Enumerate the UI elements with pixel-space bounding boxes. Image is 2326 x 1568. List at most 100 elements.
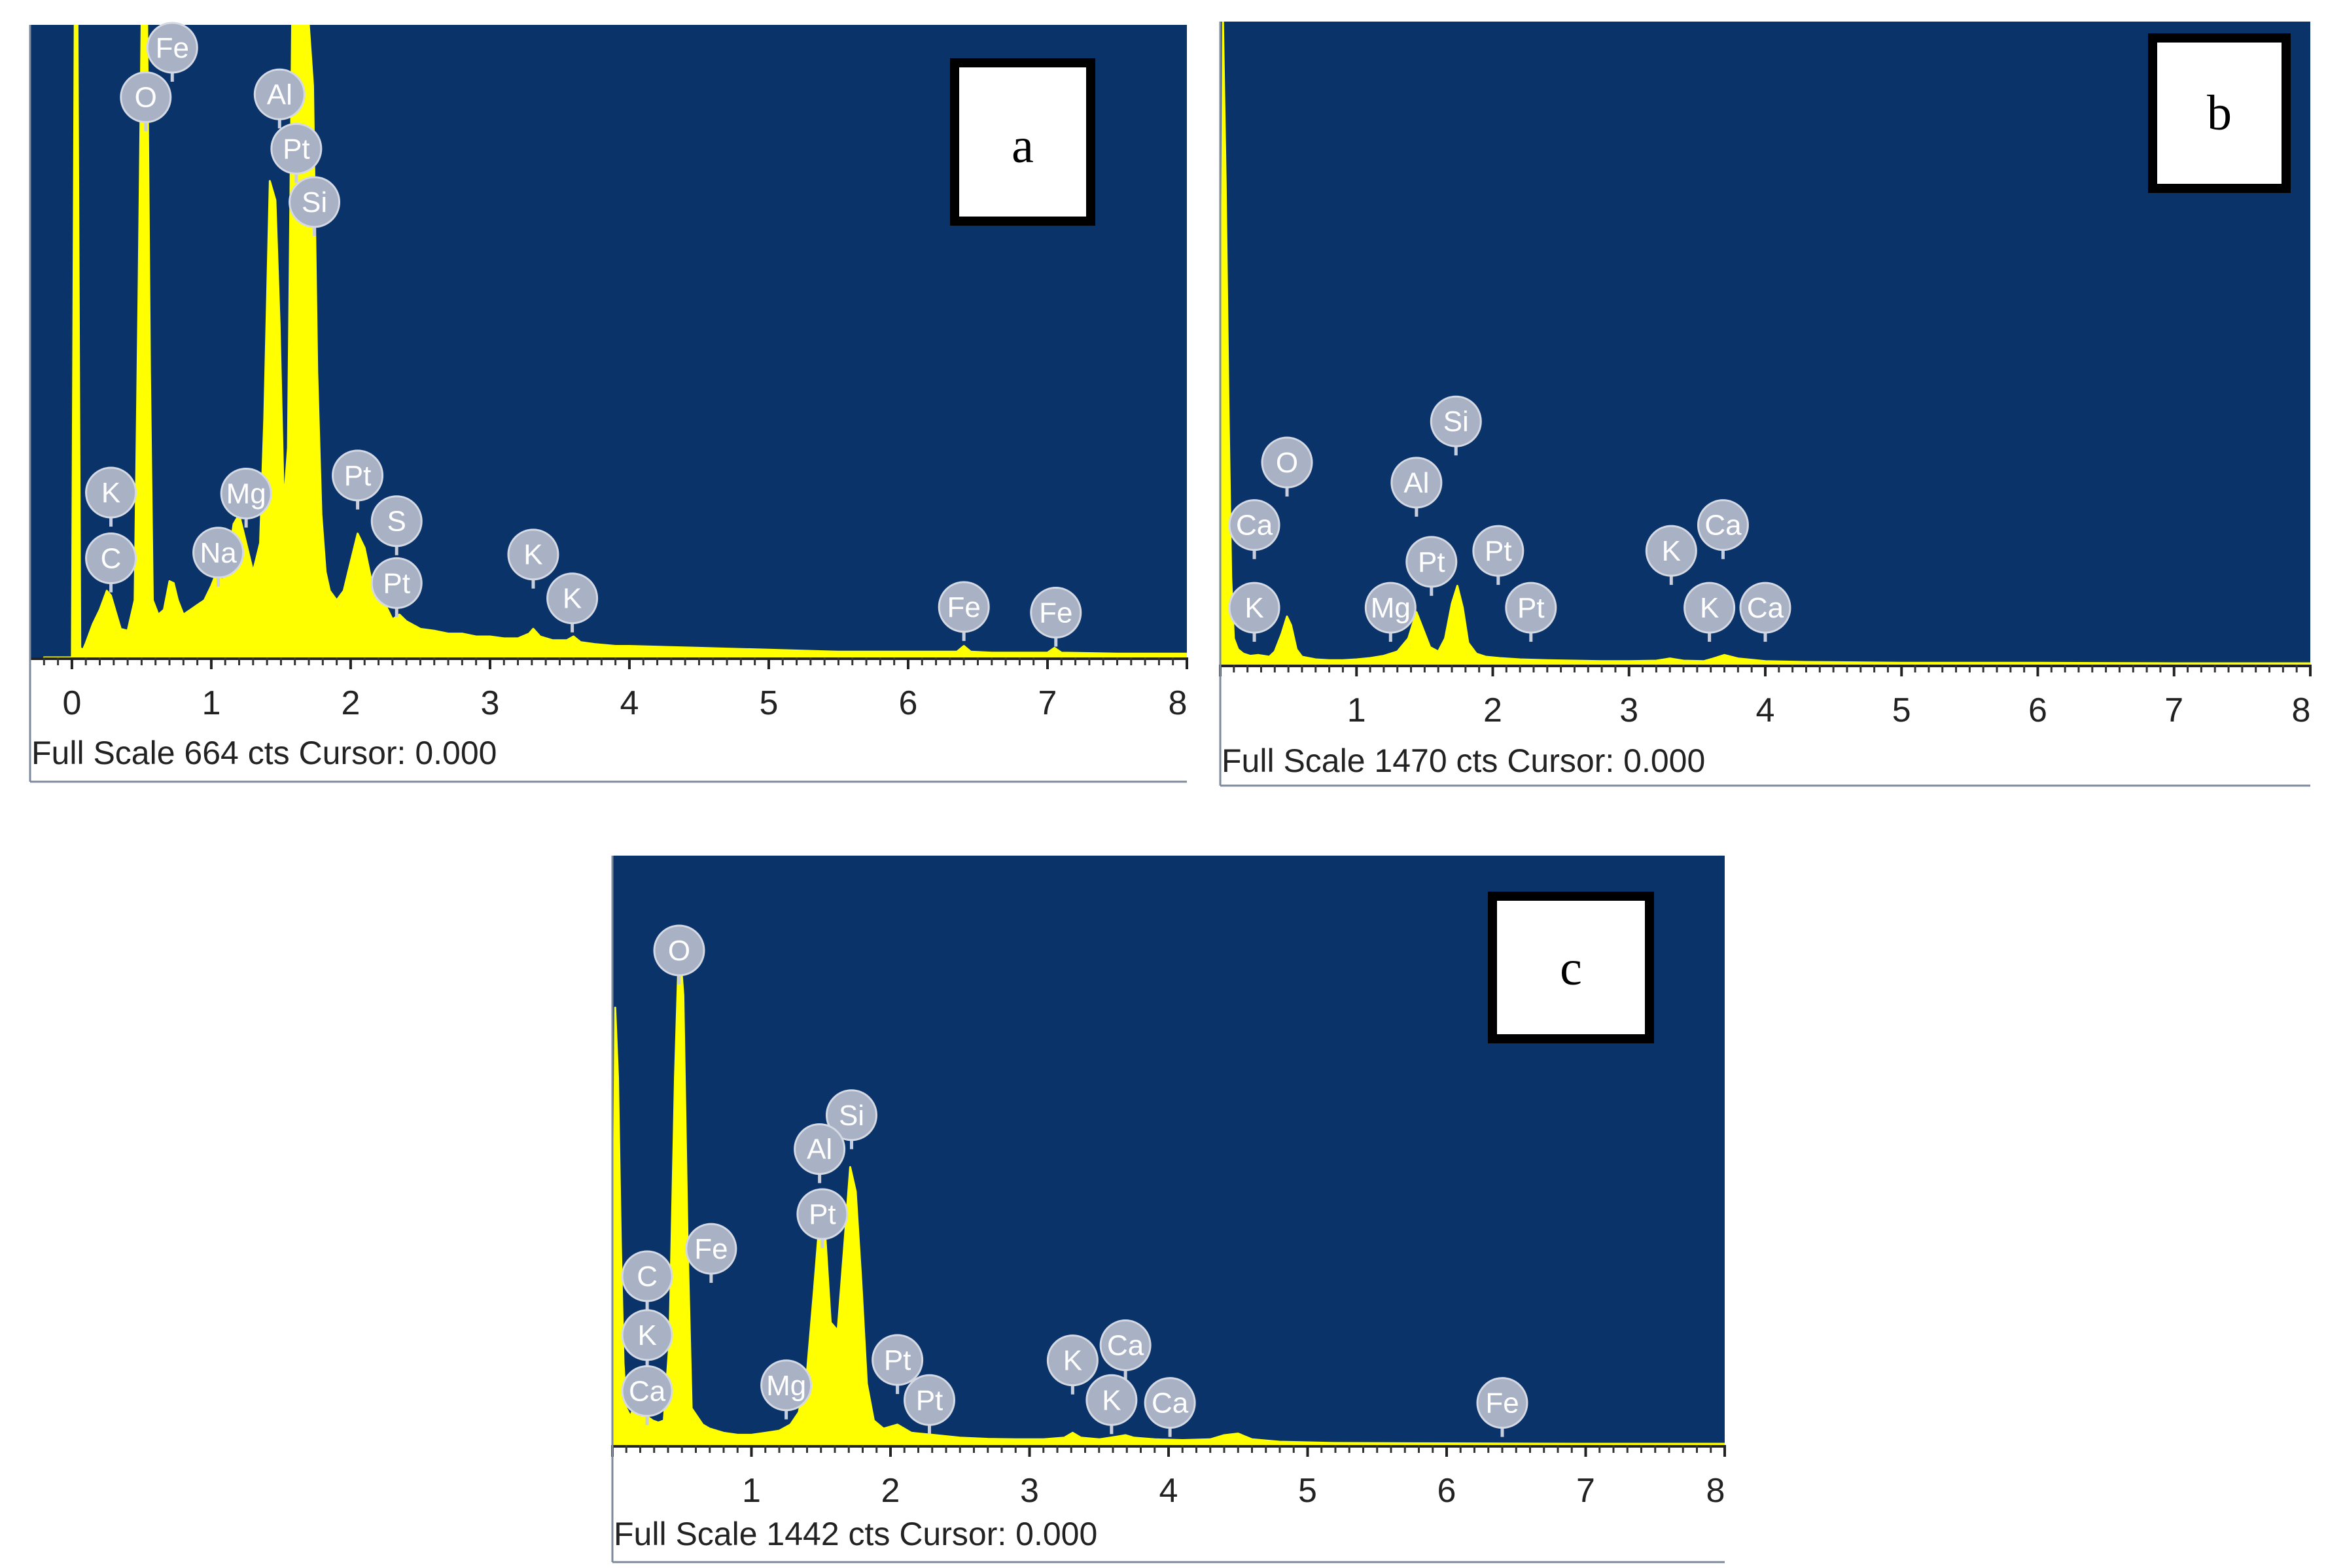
element-marker: Al: [1390, 457, 1443, 517]
spectrum-trace: [1220, 22, 2310, 665]
marker-badge: [1645, 525, 1697, 577]
element-marker: Pt: [1472, 525, 1524, 585]
marker-badge: [146, 22, 198, 74]
x-tick-label: 8: [1706, 1472, 1725, 1510]
x-axis-ticks: [611, 1445, 1726, 1457]
marker-badge: [507, 529, 559, 581]
marker-label: K: [637, 1319, 656, 1351]
panel-label-box: [2148, 33, 2291, 193]
x-tick-label: 2: [1483, 691, 1502, 729]
element-marker: Si: [826, 1089, 877, 1149]
full-scale-readout: Full Scale 664 cts Cursor: 0.000: [31, 735, 497, 771]
marker-label: S: [387, 506, 406, 538]
spectrum-trace: [43, 25, 1187, 657]
panel-label: a: [1012, 118, 1034, 173]
x-tick-label: 4: [1159, 1472, 1178, 1510]
element-marker: Pt: [872, 1334, 924, 1395]
marker-label: Si: [1443, 406, 1469, 438]
marker-badge: [332, 449, 384, 502]
marker-label: Ca: [1704, 510, 1742, 542]
marker-badge: [289, 176, 341, 228]
marker-badge: [270, 122, 323, 175]
marker-label: Al: [807, 1134, 832, 1166]
marker-label: C: [101, 543, 122, 575]
marker-badge: [938, 581, 990, 633]
marker-label: Pt: [809, 1198, 836, 1230]
marker-badge: [653, 924, 705, 977]
x-tick-label: 5: [1892, 691, 1911, 729]
marker-label: Ca: [1747, 592, 1784, 624]
x-tick-label: 1: [202, 684, 220, 722]
marker-badge: [1144, 1377, 1196, 1429]
x-axis-ticks: [29, 657, 1188, 669]
element-marker: Pt: [270, 122, 323, 183]
marker-label: Al: [267, 78, 292, 111]
marker-label: Ca: [1152, 1387, 1189, 1420]
marker-badge: [85, 532, 137, 585]
marker-badge: [1364, 582, 1417, 634]
marker-label: K: [1662, 535, 1681, 567]
marker-badge: [621, 1250, 673, 1302]
x-axis-ticks: [1219, 665, 2312, 676]
marker-badge: [1046, 1334, 1099, 1387]
marker-label: Si: [302, 186, 327, 218]
marker-label: K: [523, 539, 542, 571]
marker-badge: [826, 1089, 877, 1141]
x-tick-label: 6: [1437, 1472, 1456, 1510]
marker-label: K: [1063, 1345, 1082, 1377]
panel-label-box: [1488, 892, 1654, 1043]
marker-label: Fe: [694, 1233, 728, 1265]
element-marker: Na: [192, 527, 245, 587]
element-marker: Fe: [938, 581, 990, 641]
element-marker: Si: [289, 176, 341, 236]
marker-label: K: [1102, 1384, 1121, 1416]
element-marker: K: [1645, 525, 1697, 585]
x-tick-label: 3: [1020, 1472, 1039, 1510]
element-marker: Mg: [1364, 582, 1417, 642]
marker-label: O: [135, 82, 157, 114]
marker-label: Fe: [156, 32, 189, 64]
marker-badge: [120, 71, 172, 124]
plot-area: [1220, 22, 2310, 665]
marker-badge: [1697, 499, 1749, 551]
x-tick-label: 4: [1756, 691, 1775, 729]
element-marker: K: [546, 572, 599, 633]
x-tick-label: 5: [1298, 1472, 1317, 1510]
marker-label: Mg: [226, 478, 266, 510]
marker-badge: [760, 1359, 813, 1412]
marker-label: Ca: [1107, 1330, 1144, 1362]
element-marker: Ca: [1099, 1319, 1152, 1380]
x-tick-label: 7: [2164, 691, 2183, 729]
axis-strip: [612, 1445, 1725, 1562]
marker-badge: [1683, 582, 1736, 634]
marker-label: Pt: [884, 1344, 911, 1376]
element-marker: Mg: [220, 468, 272, 528]
element-marker: Ca: [1228, 499, 1280, 559]
marker-label: Na: [200, 537, 237, 569]
marker-badge: [1030, 587, 1082, 639]
marker-label: O: [1276, 447, 1298, 479]
marker-badge: [1228, 582, 1280, 634]
marker-label: K: [1244, 592, 1263, 624]
marker-badge: [1390, 457, 1443, 509]
element-marker: Al: [253, 68, 306, 129]
x-tick-label: 6: [2028, 691, 2047, 729]
marker-badge: [1430, 395, 1482, 447]
marker-label: Fe: [1485, 1387, 1519, 1420]
x-tick-label: 3: [1619, 691, 1638, 729]
panel-label-box: [950, 58, 1095, 226]
element-marker: Fe: [685, 1223, 737, 1283]
marker-badge: [546, 572, 599, 625]
x-tick-label: 0: [62, 684, 81, 722]
marker-badge: [1228, 499, 1280, 551]
marker-badge: [794, 1123, 846, 1176]
element-marker: Pt: [370, 557, 423, 618]
marker-badge: [621, 1309, 673, 1361]
marker-badge: [1085, 1374, 1138, 1426]
marker-badge: [904, 1374, 955, 1426]
x-tick-label: 5: [760, 684, 779, 722]
